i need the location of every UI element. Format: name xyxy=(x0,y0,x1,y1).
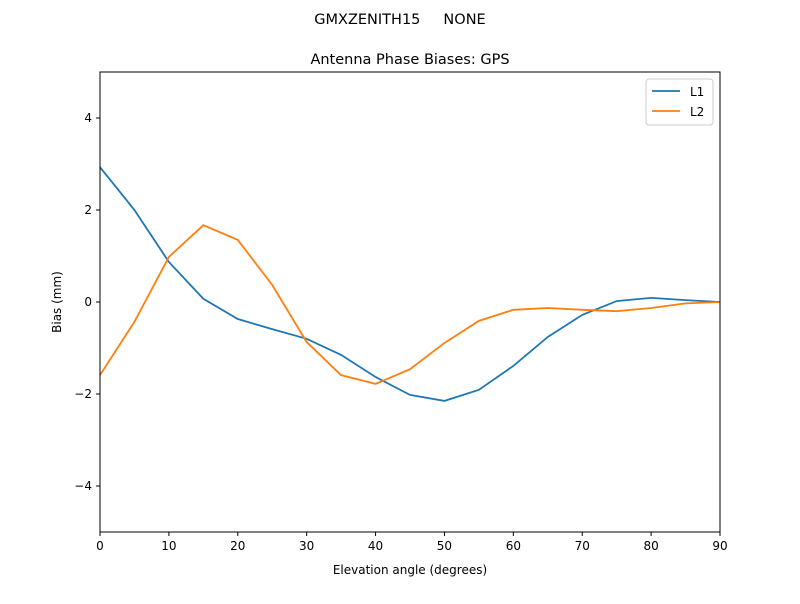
y-tick-label: 0 xyxy=(84,295,92,309)
legend-label: L2 xyxy=(690,105,704,119)
x-tick-label: 60 xyxy=(506,539,521,553)
x-tick-label: 70 xyxy=(575,539,590,553)
y-tick-label: −2 xyxy=(74,387,92,401)
series-line-l1 xyxy=(99,166,721,402)
x-tick-label: 20 xyxy=(230,539,245,553)
x-tick-label: 50 xyxy=(437,539,452,553)
y-tick-label: 2 xyxy=(84,203,92,217)
suptitle: GMXZENITH15 NONE xyxy=(314,12,485,28)
x-axis-label: Elevation angle (degrees) xyxy=(333,563,487,577)
legend-label: L1 xyxy=(690,85,704,99)
x-tick-label: 80 xyxy=(643,539,658,553)
x-tick-label: 40 xyxy=(368,539,383,553)
series-line-l2 xyxy=(99,224,721,385)
chart-title: Antenna Phase Biases: GPS xyxy=(310,52,509,68)
x-tick-label: 0 xyxy=(96,539,104,553)
plot-frame xyxy=(99,71,721,533)
y-tick-label: −4 xyxy=(74,479,92,493)
y-axis-label: Bias (mm) xyxy=(50,271,64,333)
y-tick-label: 4 xyxy=(84,111,92,125)
x-tick-label: 90 xyxy=(712,539,727,553)
x-tick-label: 10 xyxy=(161,539,176,553)
x-tick-label: 30 xyxy=(299,539,314,553)
